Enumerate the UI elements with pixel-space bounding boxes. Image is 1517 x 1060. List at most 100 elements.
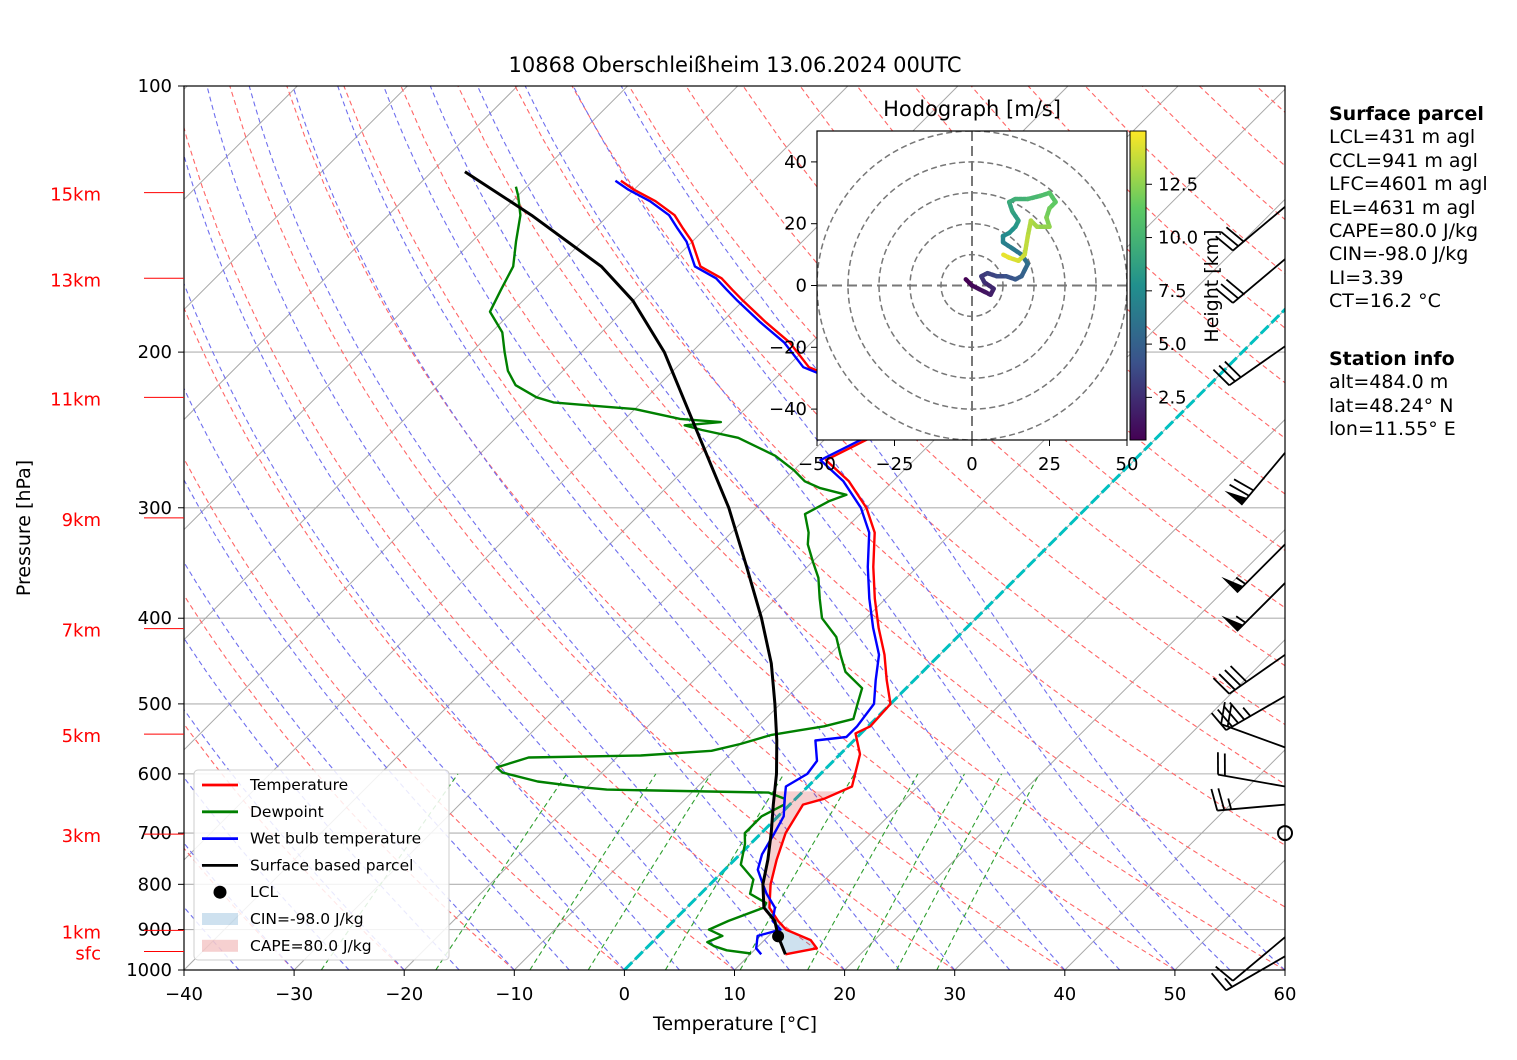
legend-patch	[202, 940, 238, 952]
mixing-ratio-line	[808, 774, 918, 970]
hodograph-y-tick-label: −20	[769, 337, 807, 358]
lcl-point	[772, 930, 784, 942]
y-tick-label: 800	[138, 874, 172, 895]
hodograph-x-tick-label: −50	[798, 454, 836, 475]
station-altitude: alt=484.0 m	[1329, 371, 1456, 394]
mixing-ratio-line	[937, 774, 1040, 970]
hodograph-x-tick-label: −25	[876, 454, 914, 475]
barb-shaft	[1241, 453, 1285, 505]
series-line	[465, 172, 786, 955]
colorbar-tick-label: 2.5	[1158, 387, 1187, 408]
barb-half	[1236, 578, 1245, 584]
hodograph-x-tick-label: 50	[1116, 454, 1139, 475]
hodograph-y-tick-label: 40	[784, 152, 807, 173]
y-tick-label: 100	[138, 76, 172, 97]
y-tick-label: 400	[138, 608, 172, 629]
legend: Temperature Dewpoint Wet bulb temperature S…	[194, 770, 449, 960]
barb-shaft	[1237, 544, 1285, 592]
barb-shaft	[1226, 696, 1285, 730]
legend-label: CAPE=80.0 J/kg	[250, 937, 372, 955]
series-line	[490, 187, 862, 954]
colorbar-tick-label: 5.0	[1158, 334, 1187, 355]
barb-shaft	[1229, 655, 1285, 694]
x-tick-label: 50	[1163, 984, 1186, 1005]
x-tick-label: 10	[723, 984, 746, 1005]
height-label: 13km	[50, 270, 101, 291]
surface-parcel-header: Surface parcel	[1329, 103, 1488, 126]
legend-label: Wet bulb temperature	[250, 830, 421, 848]
barb-full	[1218, 788, 1224, 810]
legend-label: CIN=-98.0 J/kg	[250, 910, 364, 928]
surface-parcel-panel: Surface parcel LCL=431 m agl CCL=941 m a…	[1329, 103, 1488, 314]
barb-full	[1216, 967, 1233, 981]
wind-barb	[1218, 752, 1285, 786]
surface-parcel-ccl: CCL=941 m agl	[1329, 150, 1488, 173]
y-axis-label: Pressure [hPa]	[13, 460, 35, 596]
x-tick-label: −30	[275, 984, 313, 1005]
mixing-ratio-line	[588, 774, 711, 970]
wind-barb	[1211, 788, 1285, 810]
wind-barb	[1224, 453, 1285, 505]
colorbar-tick-label: 7.5	[1158, 281, 1187, 302]
hodograph-x-tick-label: 0	[966, 454, 977, 475]
x-tick-label: −10	[495, 984, 533, 1005]
legend-label: LCL	[250, 883, 278, 901]
height-label: 7km	[62, 621, 101, 642]
legend-label: Dewpoint	[250, 803, 324, 821]
barb-half	[1243, 708, 1250, 717]
y-tick-label: 200	[138, 342, 172, 363]
barb-full	[1231, 666, 1247, 682]
barb-full	[1225, 362, 1241, 378]
legend-label: Surface based parcel	[250, 856, 413, 874]
colorbar-tick-label: 12.5	[1158, 174, 1198, 195]
surface-parcel-lfc: LFC=4601 m agl	[1329, 173, 1488, 196]
x-tick-label: 0	[619, 984, 630, 1005]
hodograph-y-tick-label: 20	[784, 214, 807, 235]
x-tick-label: −40	[165, 984, 203, 1005]
y-tick-label: 600	[138, 764, 172, 785]
wind-barb	[1216, 207, 1285, 251]
y-tick-label: 300	[138, 498, 172, 519]
figure-title: 10868 Oberschleißheim 13.06.2024 00UTC	[509, 53, 962, 77]
barb-shaft	[1237, 583, 1285, 631]
colorbar-tick-label: 10.0	[1158, 228, 1198, 249]
legend-patch	[202, 913, 238, 925]
surface-parcel-lcl: LCL=431 m agl	[1329, 126, 1488, 149]
wind-barb	[1216, 937, 1285, 981]
x-tick-label: 30	[943, 984, 966, 1005]
wind-barb	[1213, 655, 1285, 694]
hodograph-x-tick-label: 25	[1038, 454, 1061, 475]
height-label: 9km	[62, 510, 101, 531]
mixing-ratio-line	[530, 774, 656, 970]
hodograph-segment	[1025, 236, 1028, 255]
x-tick-label: −20	[385, 984, 423, 1005]
barb-full	[1211, 789, 1217, 811]
wind-barb	[1221, 583, 1285, 631]
surface-parcel-cin: CIN=-98.0 J/kg	[1329, 243, 1488, 266]
hodograph-segment	[1003, 255, 1009, 258]
station-longitude: lon=11.55° E	[1329, 418, 1456, 441]
barb-half	[1236, 616, 1245, 622]
surface-parcel-ct: CT=16.2 °C	[1329, 290, 1488, 313]
x-axis-label: Temperature [°C]	[652, 1013, 817, 1035]
mixing-ratio-line	[436, 774, 567, 970]
barb-full	[1225, 670, 1241, 686]
hodograph-y-tick-label: 0	[796, 276, 807, 297]
height-label: sfc	[75, 944, 101, 965]
surface-parcel-el: EL=4631 m agl	[1329, 197, 1488, 220]
hodograph-y-tick-label: −40	[769, 399, 807, 420]
x-tick-label: 40	[1053, 984, 1076, 1005]
surface-parcel-li: LI=3.39	[1329, 267, 1488, 290]
barb-shaft	[1233, 259, 1285, 303]
barb-shaft	[1218, 775, 1285, 787]
height-label: 5km	[62, 726, 101, 747]
y-tick-label: 1000	[126, 960, 172, 981]
legend-label: Temperature	[249, 776, 348, 794]
hodograph-segment	[1028, 221, 1031, 236]
height-label: 1km	[62, 922, 101, 943]
height-colorbar	[1130, 131, 1146, 440]
surface-parcel-cape: CAPE=80.0 J/kg	[1329, 220, 1488, 243]
